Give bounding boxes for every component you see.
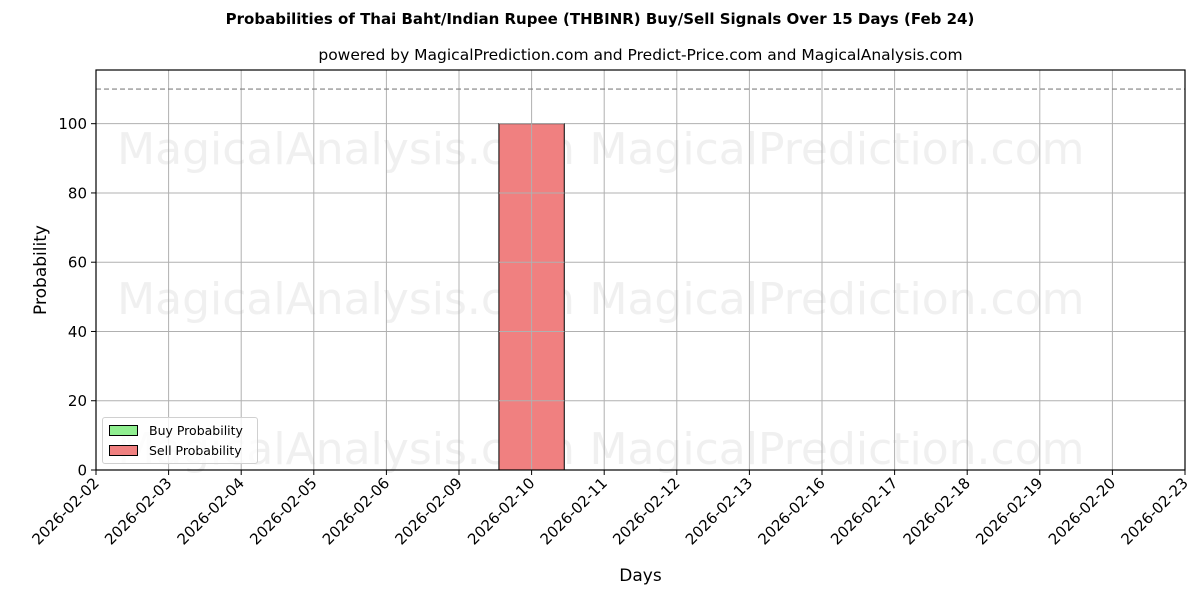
- x-tick-label: 2026-02-17: [827, 474, 901, 548]
- sell-swatch-icon: [109, 444, 138, 456]
- legend: Buy Probability Sell Probability: [102, 417, 258, 464]
- x-tick-label: 2026-02-19: [972, 474, 1046, 548]
- legend-label-sell: Sell Probability: [149, 442, 242, 458]
- legend-item-buy: Buy Probability: [109, 422, 243, 438]
- x-tick-label: 2026-02-13: [682, 474, 756, 548]
- x-axis-label: Days: [619, 566, 662, 586]
- x-tick-label: 2026-02-10: [464, 474, 538, 548]
- y-tick-label: 40: [68, 323, 87, 341]
- x-tick-label: 2026-02-06: [319, 474, 393, 548]
- legend-label-buy: Buy Probability: [149, 422, 243, 438]
- buy-swatch-icon: [109, 424, 138, 436]
- legend-item-sell: Sell Probability: [109, 442, 242, 458]
- chart-subtitle: powered by MagicalPrediction.com and Pre…: [318, 46, 963, 64]
- watermark-text: MagicalPrediction.com: [590, 124, 1085, 175]
- x-tick-label: 2026-02-05: [246, 474, 320, 548]
- y-tick-label: 60: [68, 254, 87, 272]
- x-tick-label: 2026-02-18: [900, 474, 974, 548]
- watermark-text: MagicalPrediction.com: [590, 274, 1085, 325]
- plot-frame: [95, 69, 1186, 471]
- x-tick-label: 2026-02-20: [1045, 474, 1119, 548]
- x-tick-label: 2026-02-03: [101, 474, 175, 548]
- chart-title: Probabilities of Thai Baht/Indian Rupee …: [225, 10, 975, 28]
- y-axis-label: Probability: [31, 225, 51, 315]
- x-tick-label: 2026-02-16: [754, 474, 828, 548]
- x-tick-label: 2026-02-11: [537, 474, 611, 548]
- x-tick-label: 2026-02-23: [1117, 474, 1191, 548]
- x-tick-label: 2026-02-04: [174, 474, 248, 548]
- y-tick-label: 0: [77, 462, 87, 480]
- y-tick-label: 80: [68, 184, 87, 202]
- x-tick-label: 2026-02-02: [28, 474, 102, 548]
- watermark-text: MagicalPrediction.com: [590, 424, 1085, 475]
- x-tick-label: 2026-02-09: [391, 474, 465, 548]
- y-tick-label: 100: [58, 115, 87, 133]
- x-tick-label: 2026-02-12: [609, 474, 683, 548]
- y-tick-label: 20: [68, 392, 87, 410]
